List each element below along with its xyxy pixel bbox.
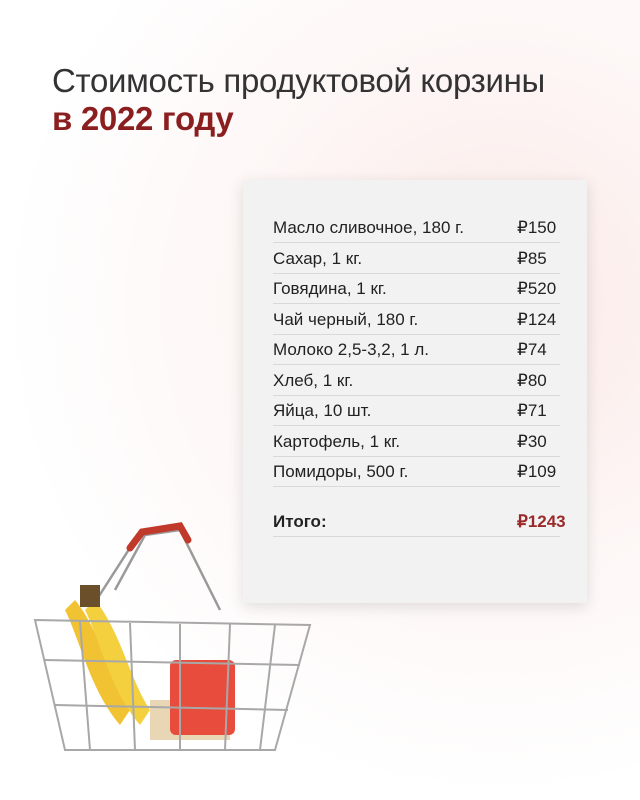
item-name: Хлеб, 1 кг. bbox=[273, 370, 354, 390]
price-row: Говядина, 1 кг. ₽520 bbox=[273, 279, 560, 304]
item-name: Чай черный, 180 г. bbox=[273, 309, 419, 329]
item-name: Сахар, 1 кг. bbox=[273, 248, 363, 268]
price-row: Масло сливочное, 180 г. ₽150 bbox=[273, 218, 560, 243]
item-name: Масло сливочное, 180 г. bbox=[273, 218, 464, 237]
item-price: ₽71 bbox=[517, 401, 547, 420]
item-price: ₽520 bbox=[517, 279, 557, 298]
price-list-card: Итого: ₽1243 Масло сливочное, 180 г. ₽150… bbox=[243, 180, 587, 603]
item-name: Молоко 2,5-3,2, 1 л. bbox=[273, 340, 429, 359]
total-label: Итого: bbox=[273, 512, 327, 531]
price-row: Чай черный, 180 г. ₽124 bbox=[273, 310, 560, 335]
title-line-2: в 2022 году bbox=[52, 100, 234, 137]
item-name: Говядина, 1 кг. bbox=[273, 279, 387, 298]
item-price: ₽80 bbox=[517, 370, 547, 390]
item-price: ₽30 bbox=[517, 431, 547, 451]
shopping-basket-image bbox=[33, 522, 312, 751]
price-row: Сахар, 1 кг. ₽85 bbox=[273, 249, 560, 274]
total-row: Итого: ₽1243 bbox=[273, 512, 566, 537]
item-name: Помидоры, 500 г. bbox=[273, 462, 409, 481]
page-title: Стоимость продуктовой корзины в 2022 год… bbox=[52, 62, 545, 138]
item-price: ₽85 bbox=[517, 248, 547, 268]
total-price: ₽1243 bbox=[517, 512, 566, 531]
item-name: Яйца, 10 шт. bbox=[273, 401, 372, 420]
price-row: Помидоры, 500 г. ₽109 bbox=[273, 462, 560, 487]
item-price: ₽74 bbox=[517, 340, 547, 359]
price-row: Хлеб, 1 кг. ₽80 bbox=[273, 371, 560, 396]
title-line-1: Стоимость продуктовой корзины bbox=[52, 62, 545, 99]
price-row: Картофель, 1 кг. ₽30 bbox=[273, 432, 560, 457]
item-name: Картофель, 1 кг. bbox=[273, 431, 401, 451]
price-row: Яйца, 10 шт. ₽71 bbox=[273, 401, 560, 426]
price-row: Молоко 2,5-3,2, 1 л. ₽74 bbox=[273, 340, 560, 365]
item-price: ₽150 bbox=[517, 218, 557, 237]
item-price: ₽124 bbox=[517, 309, 557, 329]
item-price: ₽109 bbox=[517, 462, 557, 481]
